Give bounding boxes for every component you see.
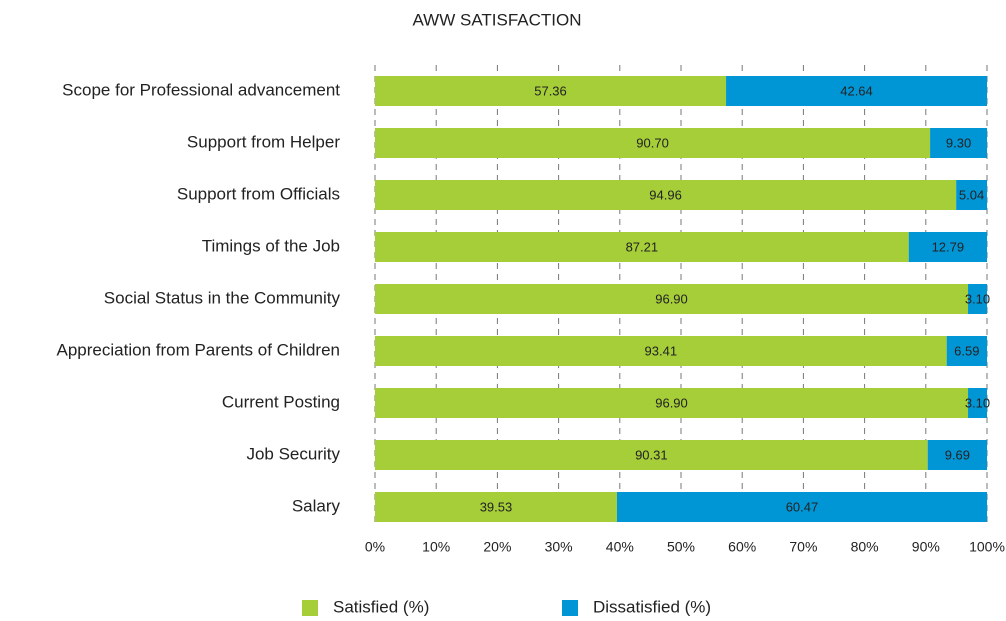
data-label: 90.70	[636, 135, 669, 150]
bar-segment	[375, 128, 931, 158]
bar-segment	[968, 284, 987, 314]
data-label: 3.10	[965, 395, 990, 410]
bar-segment	[375, 492, 617, 522]
bar-segment	[968, 388, 987, 418]
data-label: 96.90	[655, 395, 688, 410]
data-label: 60.47	[786, 499, 819, 514]
data-label: 93.41	[645, 343, 678, 358]
y-tick-label: Social Status in the Community	[104, 288, 341, 307]
y-tick-label: Job Security	[246, 444, 340, 463]
bar-segment	[946, 336, 987, 366]
x-tick-label: 50%	[667, 539, 695, 555]
data-label: 9.69	[945, 447, 970, 462]
bar-segment	[726, 76, 987, 106]
y-tick-label: Support from Officials	[177, 184, 340, 203]
bar-segment	[375, 388, 969, 418]
data-label: 39.53	[480, 499, 513, 514]
bar-segment	[616, 492, 987, 522]
x-tick-label: 80%	[851, 539, 879, 555]
data-label: 9.30	[946, 135, 971, 150]
y-tick-label: Timings of the Job	[202, 236, 340, 255]
bar-segment	[930, 128, 987, 158]
x-tick-label: 20%	[483, 539, 511, 555]
data-label: 42.64	[840, 83, 873, 98]
x-tick-label: 70%	[789, 539, 817, 555]
data-label: 3.10	[965, 291, 990, 306]
y-tick-label: Support from Helper	[187, 132, 340, 151]
data-label: 5.04	[959, 187, 984, 202]
x-tick-label: 40%	[606, 539, 634, 555]
x-tick-label: 90%	[912, 539, 940, 555]
data-label: 87.21	[626, 239, 659, 254]
x-tick-label: 0%	[365, 539, 385, 555]
bar-segment	[927, 440, 987, 470]
x-tick-label: 10%	[422, 539, 450, 555]
bar-segment	[908, 232, 987, 262]
x-tick-label: 30%	[545, 539, 573, 555]
x-tick-label: 60%	[728, 539, 756, 555]
y-tick-label: Current Posting	[222, 392, 340, 411]
legend-label: Satisfied (%)	[333, 597, 429, 616]
y-tick-label: Scope for Professional advancement	[62, 80, 340, 99]
data-label: 90.31	[635, 447, 668, 462]
bar-segment	[956, 180, 987, 210]
legend-swatch	[302, 600, 318, 616]
bar-segment	[375, 440, 928, 470]
data-label: 12.79	[932, 239, 965, 254]
bar-segment	[375, 336, 947, 366]
chart-title: AWW SATISFACTION	[412, 10, 581, 29]
data-label: 96.90	[655, 291, 688, 306]
bar-segment	[375, 232, 909, 262]
x-tick-label: 100%	[969, 539, 1005, 555]
legend-swatch	[562, 600, 578, 616]
data-label: 57.36	[534, 83, 567, 98]
legend-label: Dissatisfied (%)	[593, 597, 711, 616]
bar-segment	[375, 76, 727, 106]
data-label: 6.59	[954, 343, 979, 358]
y-tick-label: Salary	[292, 496, 341, 515]
y-tick-label: Appreciation from Parents of Children	[57, 340, 340, 359]
bar-segment	[375, 284, 969, 314]
data-label: 94.96	[649, 187, 682, 202]
bar-segment	[375, 180, 957, 210]
